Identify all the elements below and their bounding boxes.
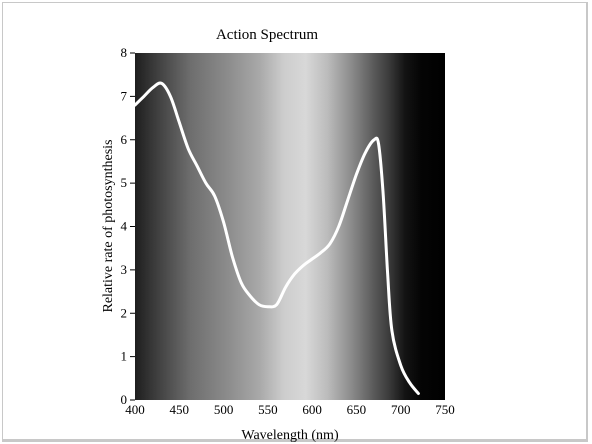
- x-tick-label: 650: [347, 402, 367, 417]
- action-spectrum-chart: Action Spectrum 400 450 500 550 600 650 700 750…: [101, 27, 455, 443]
- y-tick-label: 0: [121, 392, 128, 407]
- chart-title: Action Spectrum: [216, 27, 318, 43]
- plot-area: [135, 53, 445, 400]
- y-tick-label: 1: [121, 349, 128, 364]
- x-tick-label: 550: [258, 402, 278, 417]
- x-axis-ticks: 400 450 500 550 600 650 700 750: [125, 402, 455, 417]
- y-tick-label: 8: [121, 45, 128, 60]
- x-tick-label: 450: [170, 402, 190, 417]
- x-tick-label: 400: [125, 402, 145, 417]
- y-tick-label: 2: [121, 305, 128, 320]
- x-tick-label: 750: [435, 402, 455, 417]
- series-line: [133, 81, 420, 395]
- y-axis-ticks: 0 1 2 3 4 5 6 7 8: [121, 45, 135, 407]
- x-axis-title: Wavelength (nm): [241, 428, 339, 443]
- x-tick-label: 500: [214, 402, 234, 417]
- y-tick-label: 6: [121, 132, 128, 147]
- y-tick-label: 4: [121, 219, 128, 234]
- y-axis-title: Relative rate of photosynthesis: [101, 139, 116, 312]
- y-tick-label: 7: [121, 88, 128, 103]
- y-tick-label: 3: [121, 262, 128, 277]
- x-tick-label: 600: [302, 402, 322, 417]
- y-tick-label: 5: [121, 175, 128, 190]
- x-tick-label: 700: [391, 402, 411, 417]
